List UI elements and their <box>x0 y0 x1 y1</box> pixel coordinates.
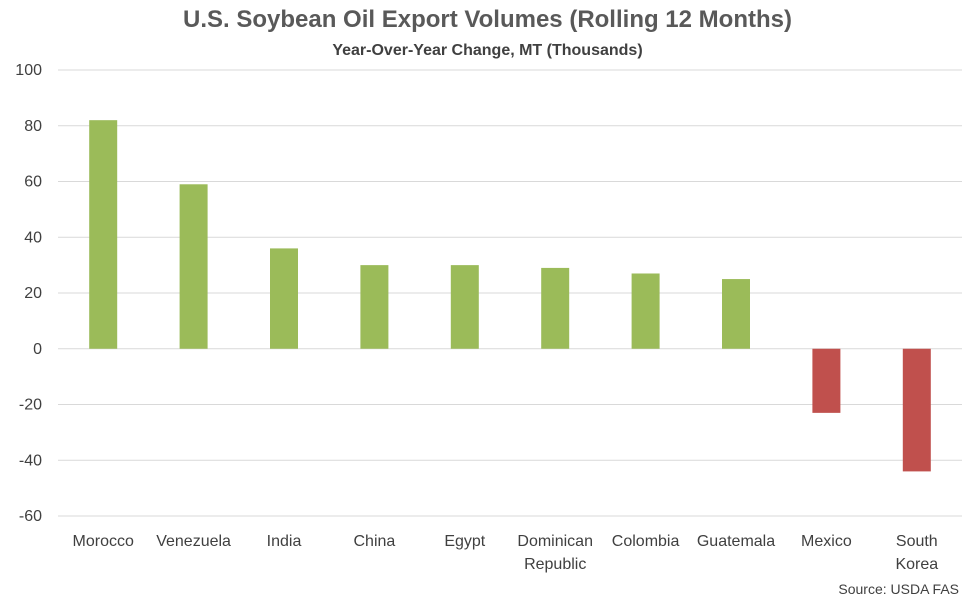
source-note: Source: USDA FAS <box>838 581 959 597</box>
y-tick-label: 80 <box>24 118 42 135</box>
x-category-label: Mexico <box>801 533 852 550</box>
bar-guatemala <box>722 279 750 349</box>
y-tick-label: 20 <box>24 285 42 302</box>
x-category-label: Morocco <box>73 533 134 550</box>
bar-venezuela <box>179 184 208 349</box>
bar-egypt <box>450 265 479 349</box>
y-tick-label: 60 <box>24 174 42 191</box>
bar-morocco <box>89 120 118 349</box>
chart-subtitle: Year-Over-Year Change, MT (Thousands) <box>332 42 643 59</box>
chart-title: U.S. Soybean Oil Export Volumes (Rolling… <box>183 6 792 33</box>
x-category-label: Dominican Republic <box>517 533 593 573</box>
bar-india <box>270 248 298 349</box>
bar-south-korea <box>902 348 931 472</box>
x-category-label: South Korea <box>895 533 938 573</box>
y-tick-label: -20 <box>19 397 42 414</box>
x-category-label: China <box>353 533 395 550</box>
y-tick-label: 100 <box>15 62 42 79</box>
bar-china <box>360 265 389 349</box>
x-category-label: Venezuela <box>156 533 231 550</box>
x-category-label: India <box>267 533 302 550</box>
bar-dominican-republic <box>541 267 570 349</box>
y-tick-label: -60 <box>19 508 42 525</box>
y-tick-label: 0 <box>33 341 42 358</box>
x-category-label: Guatemala <box>697 533 775 550</box>
x-category-label: Egypt <box>444 533 485 550</box>
x-category-label: Colombia <box>612 533 680 550</box>
y-tick-label: -40 <box>19 452 42 469</box>
bar-colombia <box>631 273 660 349</box>
y-tick-label: 40 <box>24 229 42 246</box>
bar-mexico <box>812 348 841 413</box>
